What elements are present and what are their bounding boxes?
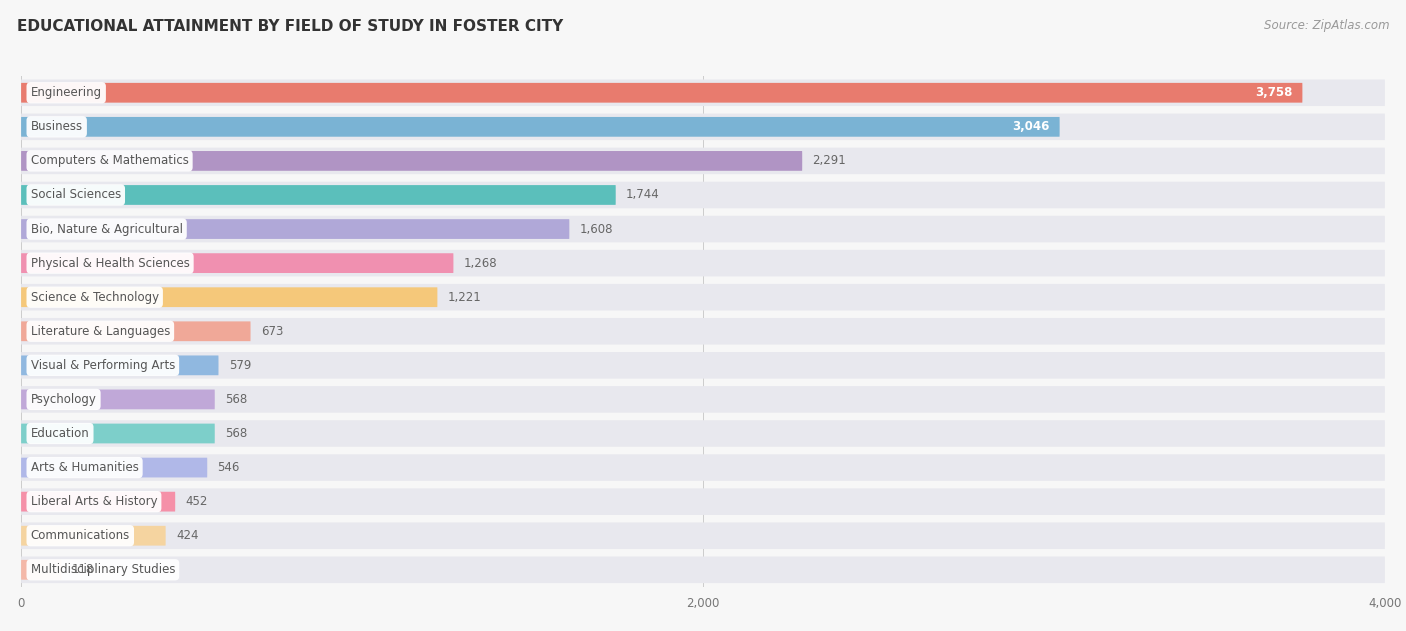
Text: Science & Technology: Science & Technology <box>31 291 159 304</box>
FancyBboxPatch shape <box>21 352 1385 379</box>
FancyBboxPatch shape <box>21 219 569 239</box>
Text: 1,744: 1,744 <box>626 189 659 201</box>
Text: 2,291: 2,291 <box>813 155 846 167</box>
FancyBboxPatch shape <box>21 454 1385 481</box>
FancyBboxPatch shape <box>21 318 1385 345</box>
FancyBboxPatch shape <box>21 355 218 375</box>
Text: Education: Education <box>31 427 90 440</box>
Text: 452: 452 <box>186 495 208 508</box>
FancyBboxPatch shape <box>21 321 250 341</box>
FancyBboxPatch shape <box>21 457 207 478</box>
Text: 1,268: 1,268 <box>464 257 498 269</box>
Text: 579: 579 <box>229 359 252 372</box>
Text: 3,758: 3,758 <box>1254 86 1292 99</box>
FancyBboxPatch shape <box>21 488 1385 515</box>
FancyBboxPatch shape <box>21 526 166 546</box>
FancyBboxPatch shape <box>21 117 1060 137</box>
FancyBboxPatch shape <box>21 389 215 410</box>
FancyBboxPatch shape <box>21 423 215 444</box>
FancyBboxPatch shape <box>21 250 1385 276</box>
Text: Social Sciences: Social Sciences <box>31 189 121 201</box>
Text: 424: 424 <box>176 529 198 542</box>
FancyBboxPatch shape <box>21 492 176 512</box>
Text: 118: 118 <box>72 563 94 576</box>
FancyBboxPatch shape <box>21 386 1385 413</box>
FancyBboxPatch shape <box>21 216 1385 242</box>
FancyBboxPatch shape <box>21 557 1385 583</box>
Text: Business: Business <box>31 121 83 133</box>
FancyBboxPatch shape <box>21 284 1385 310</box>
Text: 568: 568 <box>225 393 247 406</box>
Text: EDUCATIONAL ATTAINMENT BY FIELD OF STUDY IN FOSTER CITY: EDUCATIONAL ATTAINMENT BY FIELD OF STUDY… <box>17 19 564 34</box>
Text: Literature & Languages: Literature & Languages <box>31 325 170 338</box>
Text: 3,046: 3,046 <box>1012 121 1049 133</box>
FancyBboxPatch shape <box>21 80 1385 106</box>
FancyBboxPatch shape <box>21 522 1385 549</box>
Text: 1,221: 1,221 <box>447 291 481 304</box>
FancyBboxPatch shape <box>21 560 62 580</box>
FancyBboxPatch shape <box>21 182 1385 208</box>
Text: 1,608: 1,608 <box>579 223 613 235</box>
Text: Visual & Performing Arts: Visual & Performing Arts <box>31 359 174 372</box>
Text: Psychology: Psychology <box>31 393 97 406</box>
Text: 546: 546 <box>218 461 240 474</box>
Text: Arts & Humanities: Arts & Humanities <box>31 461 139 474</box>
FancyBboxPatch shape <box>21 287 437 307</box>
Text: Liberal Arts & History: Liberal Arts & History <box>31 495 157 508</box>
FancyBboxPatch shape <box>21 185 616 205</box>
Text: Source: ZipAtlas.com: Source: ZipAtlas.com <box>1264 19 1389 32</box>
Text: Multidisciplinary Studies: Multidisciplinary Studies <box>31 563 176 576</box>
Text: Physical & Health Sciences: Physical & Health Sciences <box>31 257 190 269</box>
Text: 568: 568 <box>225 427 247 440</box>
FancyBboxPatch shape <box>21 148 1385 174</box>
Text: Computers & Mathematics: Computers & Mathematics <box>31 155 188 167</box>
FancyBboxPatch shape <box>21 420 1385 447</box>
FancyBboxPatch shape <box>21 253 453 273</box>
Text: Engineering: Engineering <box>31 86 101 99</box>
FancyBboxPatch shape <box>21 114 1385 140</box>
FancyBboxPatch shape <box>21 83 1302 103</box>
Text: 673: 673 <box>260 325 283 338</box>
Text: Bio, Nature & Agricultural: Bio, Nature & Agricultural <box>31 223 183 235</box>
FancyBboxPatch shape <box>21 151 803 171</box>
Text: Communications: Communications <box>31 529 129 542</box>
